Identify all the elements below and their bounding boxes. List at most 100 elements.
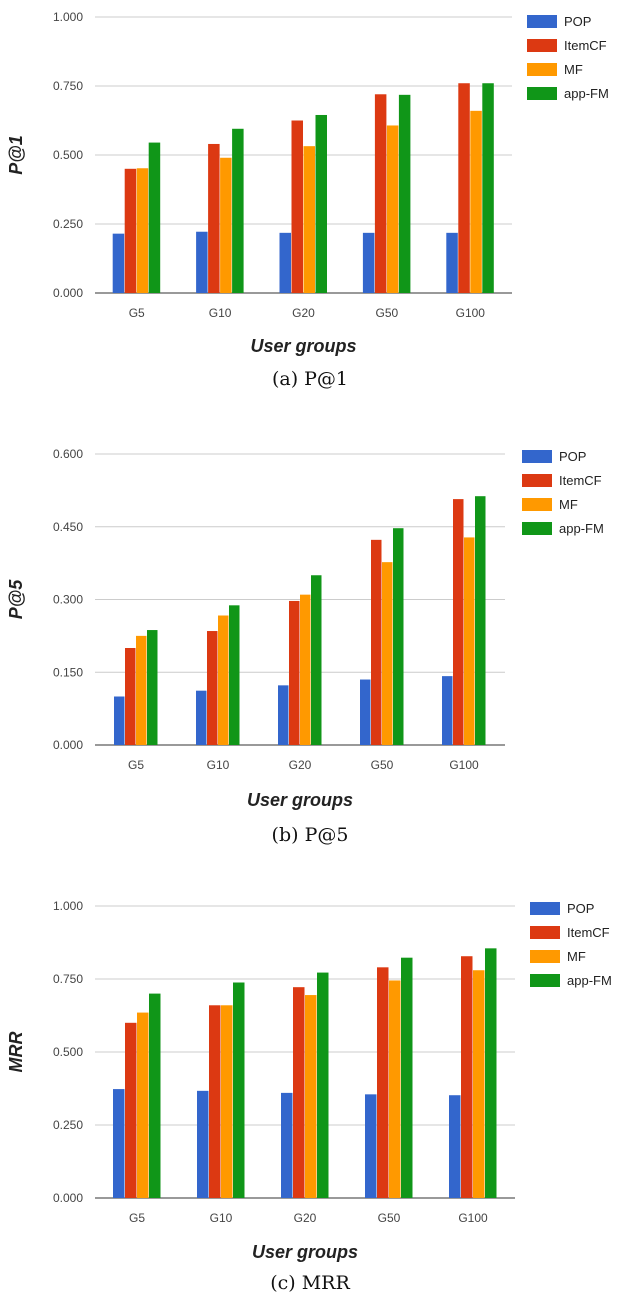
legend-label-app-fm: app-FM: [564, 86, 609, 101]
bar-mf-g50: [389, 980, 401, 1198]
bar-itemcf-g100: [461, 956, 473, 1198]
x-tick-label: G100: [456, 306, 486, 320]
x-axis-title: User groups: [247, 790, 353, 810]
y-tick-label: 0.250: [53, 1118, 83, 1132]
legend-label-pop: POP: [559, 449, 586, 464]
legend-label-mf: MF: [567, 949, 586, 964]
y-tick-label: 0.600: [53, 447, 83, 461]
y-tick-label: 0.300: [53, 593, 83, 607]
y-tick-label: 0.450: [53, 520, 83, 534]
bar-itemcf-g20: [289, 600, 300, 745]
bar-pop-g10: [196, 690, 207, 745]
bar-pop-g50: [365, 1094, 377, 1198]
bar-app-fm-g100: [475, 496, 486, 745]
legend-swatch-mf: [522, 498, 552, 511]
chart-panel-p-at-1: 0.000 0.250 0.500 0.750 1.000 G5 G10 G20 G50 G100…: [0, 0, 620, 360]
bar-app-fm-g10: [233, 982, 245, 1198]
chart-mrr: 0.000 0.250 0.500 0.750 1.000 G5 G10 G20 G50 G100…: [6, 899, 612, 1262]
bar-itemcf-g5: [124, 168, 137, 293]
bar-mf-g20: [305, 995, 317, 1198]
x-tick-label: G50: [378, 1211, 401, 1225]
bar-itemcf-g10: [207, 631, 218, 745]
legend-label-itemcf: ItemCF: [567, 925, 610, 940]
bar-itemcf-g5: [125, 648, 136, 745]
caption-p-at-5: (b) P@5: [271, 824, 349, 846]
bar-pop-g5: [112, 233, 125, 293]
bar-itemcf-g20: [293, 987, 305, 1198]
x-tick-label: G50: [376, 306, 399, 320]
bar-itemcf-g10: [209, 1005, 221, 1198]
x-axis-title: User groups: [252, 1242, 358, 1262]
legend-swatch-pop: [527, 15, 557, 28]
legend-label-mf: MF: [559, 497, 578, 512]
y-tick-label: 0.250: [53, 217, 83, 231]
bar-app-fm-g5: [148, 142, 161, 293]
bar-mf-g10: [220, 157, 232, 293]
x-tick-label: G100: [449, 758, 479, 772]
x-tick-label: G20: [289, 758, 312, 772]
y-tick-label: 0.150: [53, 665, 83, 679]
legend-swatch-mf: [527, 63, 557, 76]
chart-panel-p-at-5: 0.000 0.150 0.300 0.450 0.600 G5 G10 G20 G50 G100…: [0, 430, 620, 810]
y-tick-label: 0.750: [53, 79, 83, 93]
legend-swatch-pop: [522, 450, 552, 463]
legend-swatch-itemcf: [527, 39, 557, 52]
bar-mf-g100: [464, 537, 475, 745]
x-tick-label: G10: [209, 306, 232, 320]
bar-pop-g100: [442, 676, 453, 745]
legend-swatch-itemcf: [530, 926, 560, 939]
legend-swatch-itemcf: [522, 474, 552, 487]
y-tick-label: 0.000: [53, 738, 83, 752]
bar-pop-g20: [281, 1092, 293, 1198]
y-axis-title: P@1: [6, 135, 26, 175]
bar-mf-g20: [303, 146, 315, 293]
legend-label-app-fm: app-FM: [559, 521, 604, 536]
bar-pop-g5: [113, 1089, 125, 1198]
y-tick-label: 0.500: [53, 148, 83, 162]
bar-mf-g5: [136, 635, 147, 745]
bar-itemcf-g100: [453, 499, 464, 745]
legend-swatch-mf: [530, 950, 560, 963]
caption-p-at-1: (a) P@1: [271, 368, 349, 390]
bar-mf-g100: [470, 110, 482, 293]
bar-mf-g5: [137, 1012, 149, 1198]
x-tick-label: G10: [207, 758, 230, 772]
bar-itemcf-g50: [374, 94, 387, 293]
bar-itemcf-g50: [377, 967, 389, 1198]
y-axis-title: MRR: [6, 1032, 26, 1073]
chart-p-at-5: 0.000 0.150 0.300 0.450 0.600 G5 G10 G20 G50 G100…: [6, 447, 604, 810]
y-tick-label: 0.000: [53, 1191, 83, 1205]
bar-pop-g5: [114, 696, 125, 745]
bar-itemcf-g5: [125, 1022, 137, 1198]
bar-pop-g50: [360, 679, 371, 745]
x-tick-label: G100: [458, 1211, 488, 1225]
bar-pop-g10: [197, 1090, 209, 1198]
bar-pop-g10: [196, 231, 208, 293]
bar-app-fm-g20: [317, 972, 329, 1198]
bar-app-fm-g100: [482, 83, 494, 294]
legend-label-itemcf: ItemCF: [559, 473, 602, 488]
x-tick-label: G20: [292, 306, 315, 320]
legend-label-pop: POP: [567, 901, 594, 916]
y-tick-label: 0.000: [53, 286, 83, 300]
x-tick-label: G5: [129, 1211, 145, 1225]
bar-mf-g10: [218, 615, 229, 745]
legend-label-app-fm: app-FM: [567, 973, 612, 988]
legend-label-itemcf: ItemCF: [564, 38, 607, 53]
bar-pop-g100: [446, 232, 458, 293]
legend-label-pop: POP: [564, 14, 591, 29]
bar-mf-g5: [136, 168, 149, 293]
x-tick-label: G5: [128, 758, 144, 772]
legend-swatch-app-fm: [527, 87, 557, 100]
y-axis-title: P@5: [6, 579, 26, 620]
bar-app-fm-g20: [311, 575, 322, 745]
chart-p-at-1: 0.000 0.250 0.500 0.750 1.000 G5 G10 G20 G50 G100…: [6, 10, 609, 356]
bar-app-fm-g5: [147, 630, 158, 745]
bar-app-fm-g10: [229, 605, 240, 745]
bar-pop-g100: [449, 1095, 461, 1198]
x-tick-label: G10: [210, 1211, 233, 1225]
bar-mf-g100: [473, 970, 485, 1198]
legend-label-mf: MF: [564, 62, 583, 77]
caption-mrr: (c) MRR: [270, 1272, 350, 1294]
legend-swatch-app-fm: [522, 522, 552, 535]
